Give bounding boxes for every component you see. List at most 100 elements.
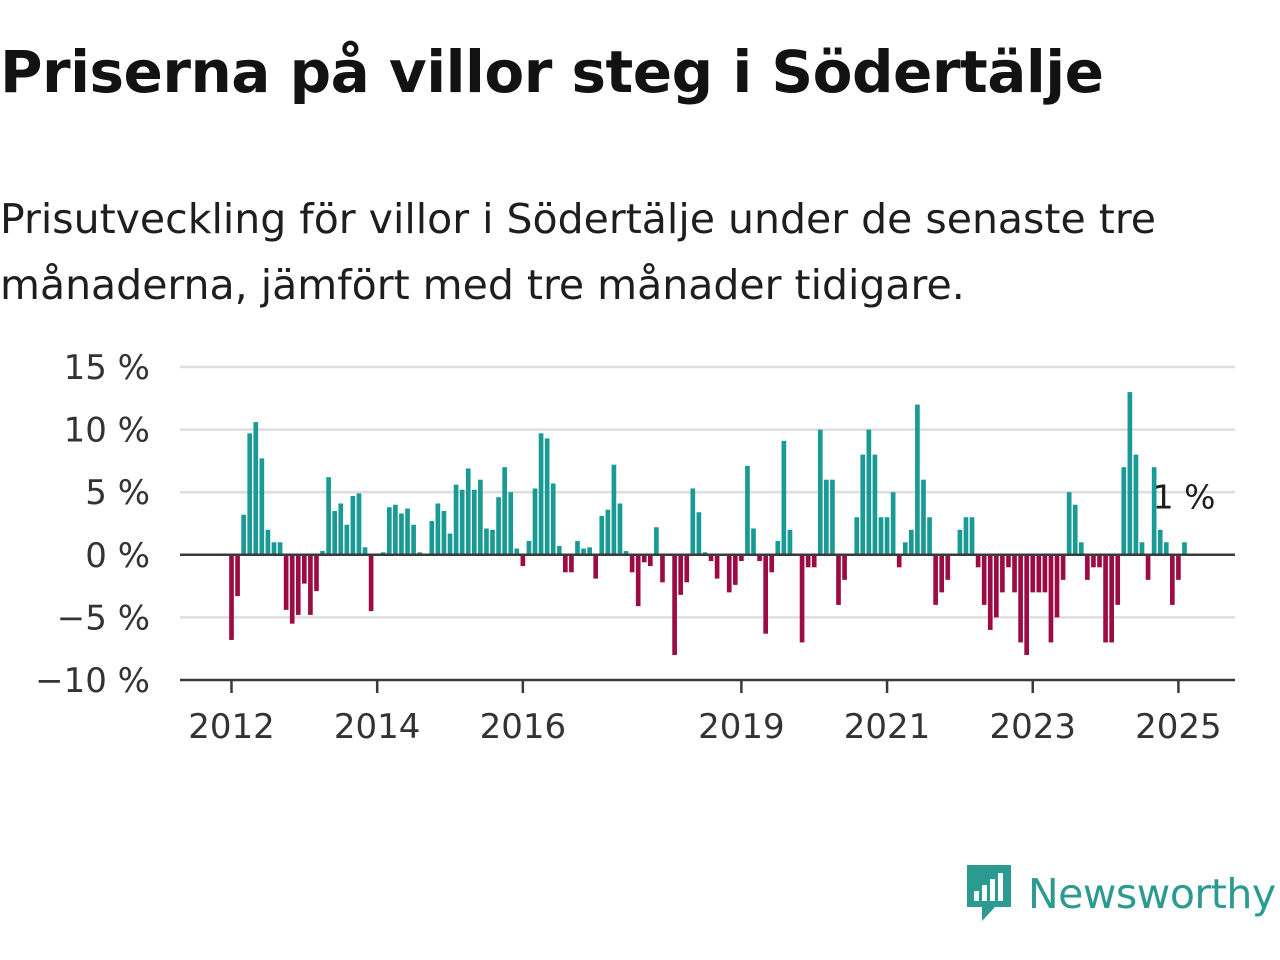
bar-2019-06 bbox=[769, 554, 775, 573]
x-tick-label: 2025 bbox=[1135, 707, 1222, 747]
y-tick-label: 5 % bbox=[85, 473, 150, 513]
bar-2020-04 bbox=[830, 479, 835, 555]
bar-2015-02 bbox=[453, 484, 459, 555]
bar-2015-11 bbox=[508, 492, 514, 555]
brand-name: Newsworthy bbox=[1028, 870, 1276, 918]
y-tick-label: 10 % bbox=[64, 411, 150, 451]
bar-2017-08 bbox=[635, 554, 641, 607]
bar-2016-06 bbox=[550, 483, 556, 555]
bar-2017-01 bbox=[593, 554, 599, 579]
bar-2012-11 bbox=[289, 554, 295, 624]
bar-2016-02 bbox=[526, 541, 532, 555]
bar-2013-07 bbox=[338, 503, 344, 555]
bar-2021-05 bbox=[909, 529, 914, 555]
bar-2014-08 bbox=[417, 552, 423, 555]
bar-2021-09 bbox=[933, 554, 938, 605]
bar-2023-02 bbox=[1036, 554, 1042, 593]
bar-2023-06 bbox=[1060, 554, 1066, 580]
bar-2021-11 bbox=[945, 554, 951, 580]
bar-2021-03 bbox=[896, 554, 902, 568]
bar-2015-06 bbox=[478, 479, 483, 555]
bar-2015-10 bbox=[502, 467, 507, 555]
x-tick-label: 2014 bbox=[334, 707, 421, 747]
bar-2019-09 bbox=[787, 529, 793, 555]
bar-2016-11 bbox=[581, 548, 586, 555]
bar-2021-02 bbox=[890, 492, 896, 555]
bar-2024-10 bbox=[1157, 529, 1163, 555]
bar-2023-01 bbox=[1030, 554, 1036, 593]
bar-2019-04 bbox=[757, 554, 762, 562]
bar-2023-12 bbox=[1097, 554, 1102, 568]
bar-2014-06 bbox=[405, 508, 410, 555]
bar-2021-04 bbox=[902, 542, 908, 555]
x-tick-label: 2016 bbox=[480, 707, 567, 747]
bar-2022-10 bbox=[1012, 554, 1017, 593]
bar-2016-05 bbox=[544, 438, 550, 555]
bar-2024-11 bbox=[1163, 542, 1169, 555]
bar-2016-12 bbox=[587, 547, 592, 555]
bar-2024-06 bbox=[1133, 454, 1139, 555]
bar-2015-04 bbox=[465, 468, 471, 555]
bar-2016-07 bbox=[556, 546, 562, 555]
bar-2020-08 bbox=[854, 517, 860, 555]
bar-2018-12 bbox=[732, 554, 738, 585]
last-value-label: 1 % bbox=[1153, 477, 1216, 516]
bar-2021-08 bbox=[927, 517, 932, 555]
bar-2019-12 bbox=[805, 554, 811, 568]
bar-2017-12 bbox=[660, 554, 665, 583]
bar-2017-03 bbox=[605, 509, 611, 555]
bar-2014-10 bbox=[429, 520, 435, 555]
bar-2012-09 bbox=[277, 542, 283, 555]
x-tick-label: 2012 bbox=[188, 707, 275, 747]
bar-2023-07 bbox=[1066, 492, 1072, 555]
x-tick-label: 2023 bbox=[989, 707, 1076, 747]
bar-2020-02 bbox=[817, 429, 823, 555]
bar-2015-05 bbox=[471, 489, 477, 555]
bar-2018-07 bbox=[702, 552, 708, 555]
bar-2013-10 bbox=[356, 493, 362, 555]
bar-2024-05 bbox=[1127, 392, 1133, 555]
bar-2022-12 bbox=[1024, 554, 1030, 655]
newsworthy-logo-icon bbox=[967, 865, 1011, 921]
bar-2014-05 bbox=[399, 513, 404, 555]
bar-2015-09 bbox=[496, 497, 501, 555]
bar-2018-02 bbox=[672, 554, 677, 655]
bar-2018-09 bbox=[714, 554, 720, 579]
bar-2021-01 bbox=[884, 517, 890, 555]
x-tick-label: 2019 bbox=[698, 707, 785, 747]
bar-2013-09 bbox=[350, 495, 356, 555]
bar-2024-09 bbox=[1151, 467, 1157, 555]
axes bbox=[180, 553, 1235, 682]
bar-2014-03 bbox=[386, 507, 392, 555]
bar-2017-06 bbox=[623, 551, 629, 555]
bar-2012-07 bbox=[265, 529, 271, 555]
y-tick-label: 15 % bbox=[64, 348, 150, 388]
bar-2022-02 bbox=[963, 517, 969, 555]
bar-2025-02 bbox=[1182, 542, 1187, 555]
x-axis-labels: 2012 2014 2016 2019 2021 2023 2025 bbox=[188, 680, 1222, 747]
bar-2023-09 bbox=[1078, 542, 1084, 555]
bar-2015-03 bbox=[459, 489, 465, 555]
bar-2019-08 bbox=[781, 440, 787, 555]
bar-2012-04 bbox=[247, 433, 253, 555]
bar-2022-07 bbox=[993, 554, 999, 618]
bar-2018-04 bbox=[684, 554, 690, 583]
bar-2014-11 bbox=[435, 503, 441, 555]
bar-2020-06 bbox=[842, 554, 847, 580]
bar-2013-08 bbox=[344, 524, 350, 555]
bar-2021-10 bbox=[939, 554, 945, 593]
bar-2017-02 bbox=[599, 515, 605, 555]
bar-2020-01 bbox=[811, 554, 817, 568]
bar-2015-12 bbox=[514, 548, 520, 555]
bar-2014-04 bbox=[393, 504, 398, 555]
bar-chart: 15 % 10 % 5 % 0 % −5 % −10 % 2012 2014 2016 2019… bbox=[35, 348, 1235, 747]
bar-2024-07 bbox=[1139, 542, 1145, 555]
chart-subtitle: Prisutveckling för villor i Södertälje u… bbox=[0, 195, 1157, 309]
bar-2012-06 bbox=[259, 458, 265, 555]
bar-2022-11 bbox=[1018, 554, 1023, 643]
bar-2014-02 bbox=[380, 552, 386, 555]
bar-2022-09 bbox=[1006, 554, 1011, 568]
bar-2019-05 bbox=[763, 554, 768, 634]
bar-2017-05 bbox=[617, 503, 623, 555]
bar-2016-03 bbox=[532, 488, 538, 555]
